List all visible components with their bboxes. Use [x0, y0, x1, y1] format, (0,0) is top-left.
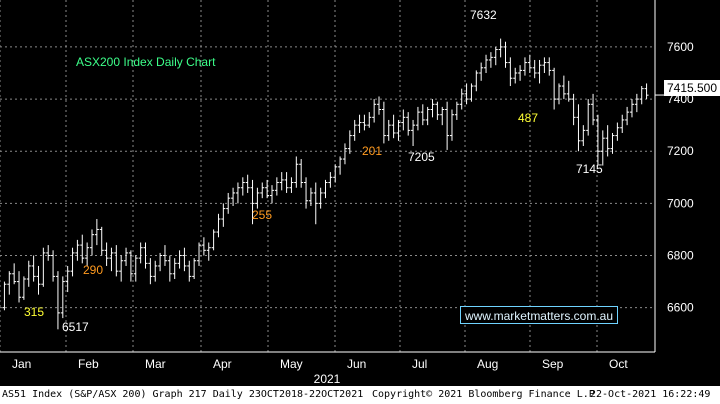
y-tick-label: 6600 [667, 301, 694, 315]
x-tick-label: Jan [12, 357, 31, 371]
x-tick-label: Sep [542, 357, 564, 371]
x-tick-label: May [280, 357, 303, 371]
annotation-label: 290 [83, 263, 103, 277]
y-tick-label: 7200 [667, 144, 694, 158]
annotation-label: 315 [24, 305, 44, 319]
x-tick-label: Apr [213, 357, 232, 371]
x-tick-label: Oct [609, 357, 628, 371]
annotation-label: 7632 [470, 8, 497, 22]
y-tick-label: 7000 [667, 196, 694, 210]
annotation-label: 7145 [576, 162, 603, 176]
footer-left-text: AS51 Index (S&P/ASX 200) Graph 217 Daily… [2, 389, 364, 400]
annotation-label: 201 [362, 144, 382, 158]
annotation-label: 487 [518, 111, 538, 125]
annotation-label: 7205 [408, 150, 435, 164]
x-tick-label: Feb [78, 357, 99, 371]
y-tick-label: 7600 [667, 40, 694, 54]
y-tick-label: 6800 [667, 249, 694, 263]
footer-middle-text: Copyright© 2021 Bloomberg Finance L.P. [372, 389, 601, 400]
x-tick-label: Jul [412, 357, 427, 371]
footer-right-text: 22-Oct-2021 16:22:49 [590, 389, 711, 400]
x-tick-label: Jun [347, 357, 366, 371]
annotation-label: 6517 [62, 320, 89, 334]
year-label: 2021 [313, 372, 341, 386]
x-tick-label: Aug [477, 357, 498, 371]
chart-title: ASX200 Index Daily Chart [76, 55, 216, 69]
watermark-link[interactable]: www.marketmatters.com.au [460, 306, 618, 324]
last-price-label: 7415.500 [664, 80, 720, 96]
annotation-label: 255 [252, 208, 272, 222]
x-tick-label: Mar [145, 357, 166, 371]
footer-bar: AS51 Index (S&P/ASX 200) Graph 217 Daily… [0, 386, 720, 404]
